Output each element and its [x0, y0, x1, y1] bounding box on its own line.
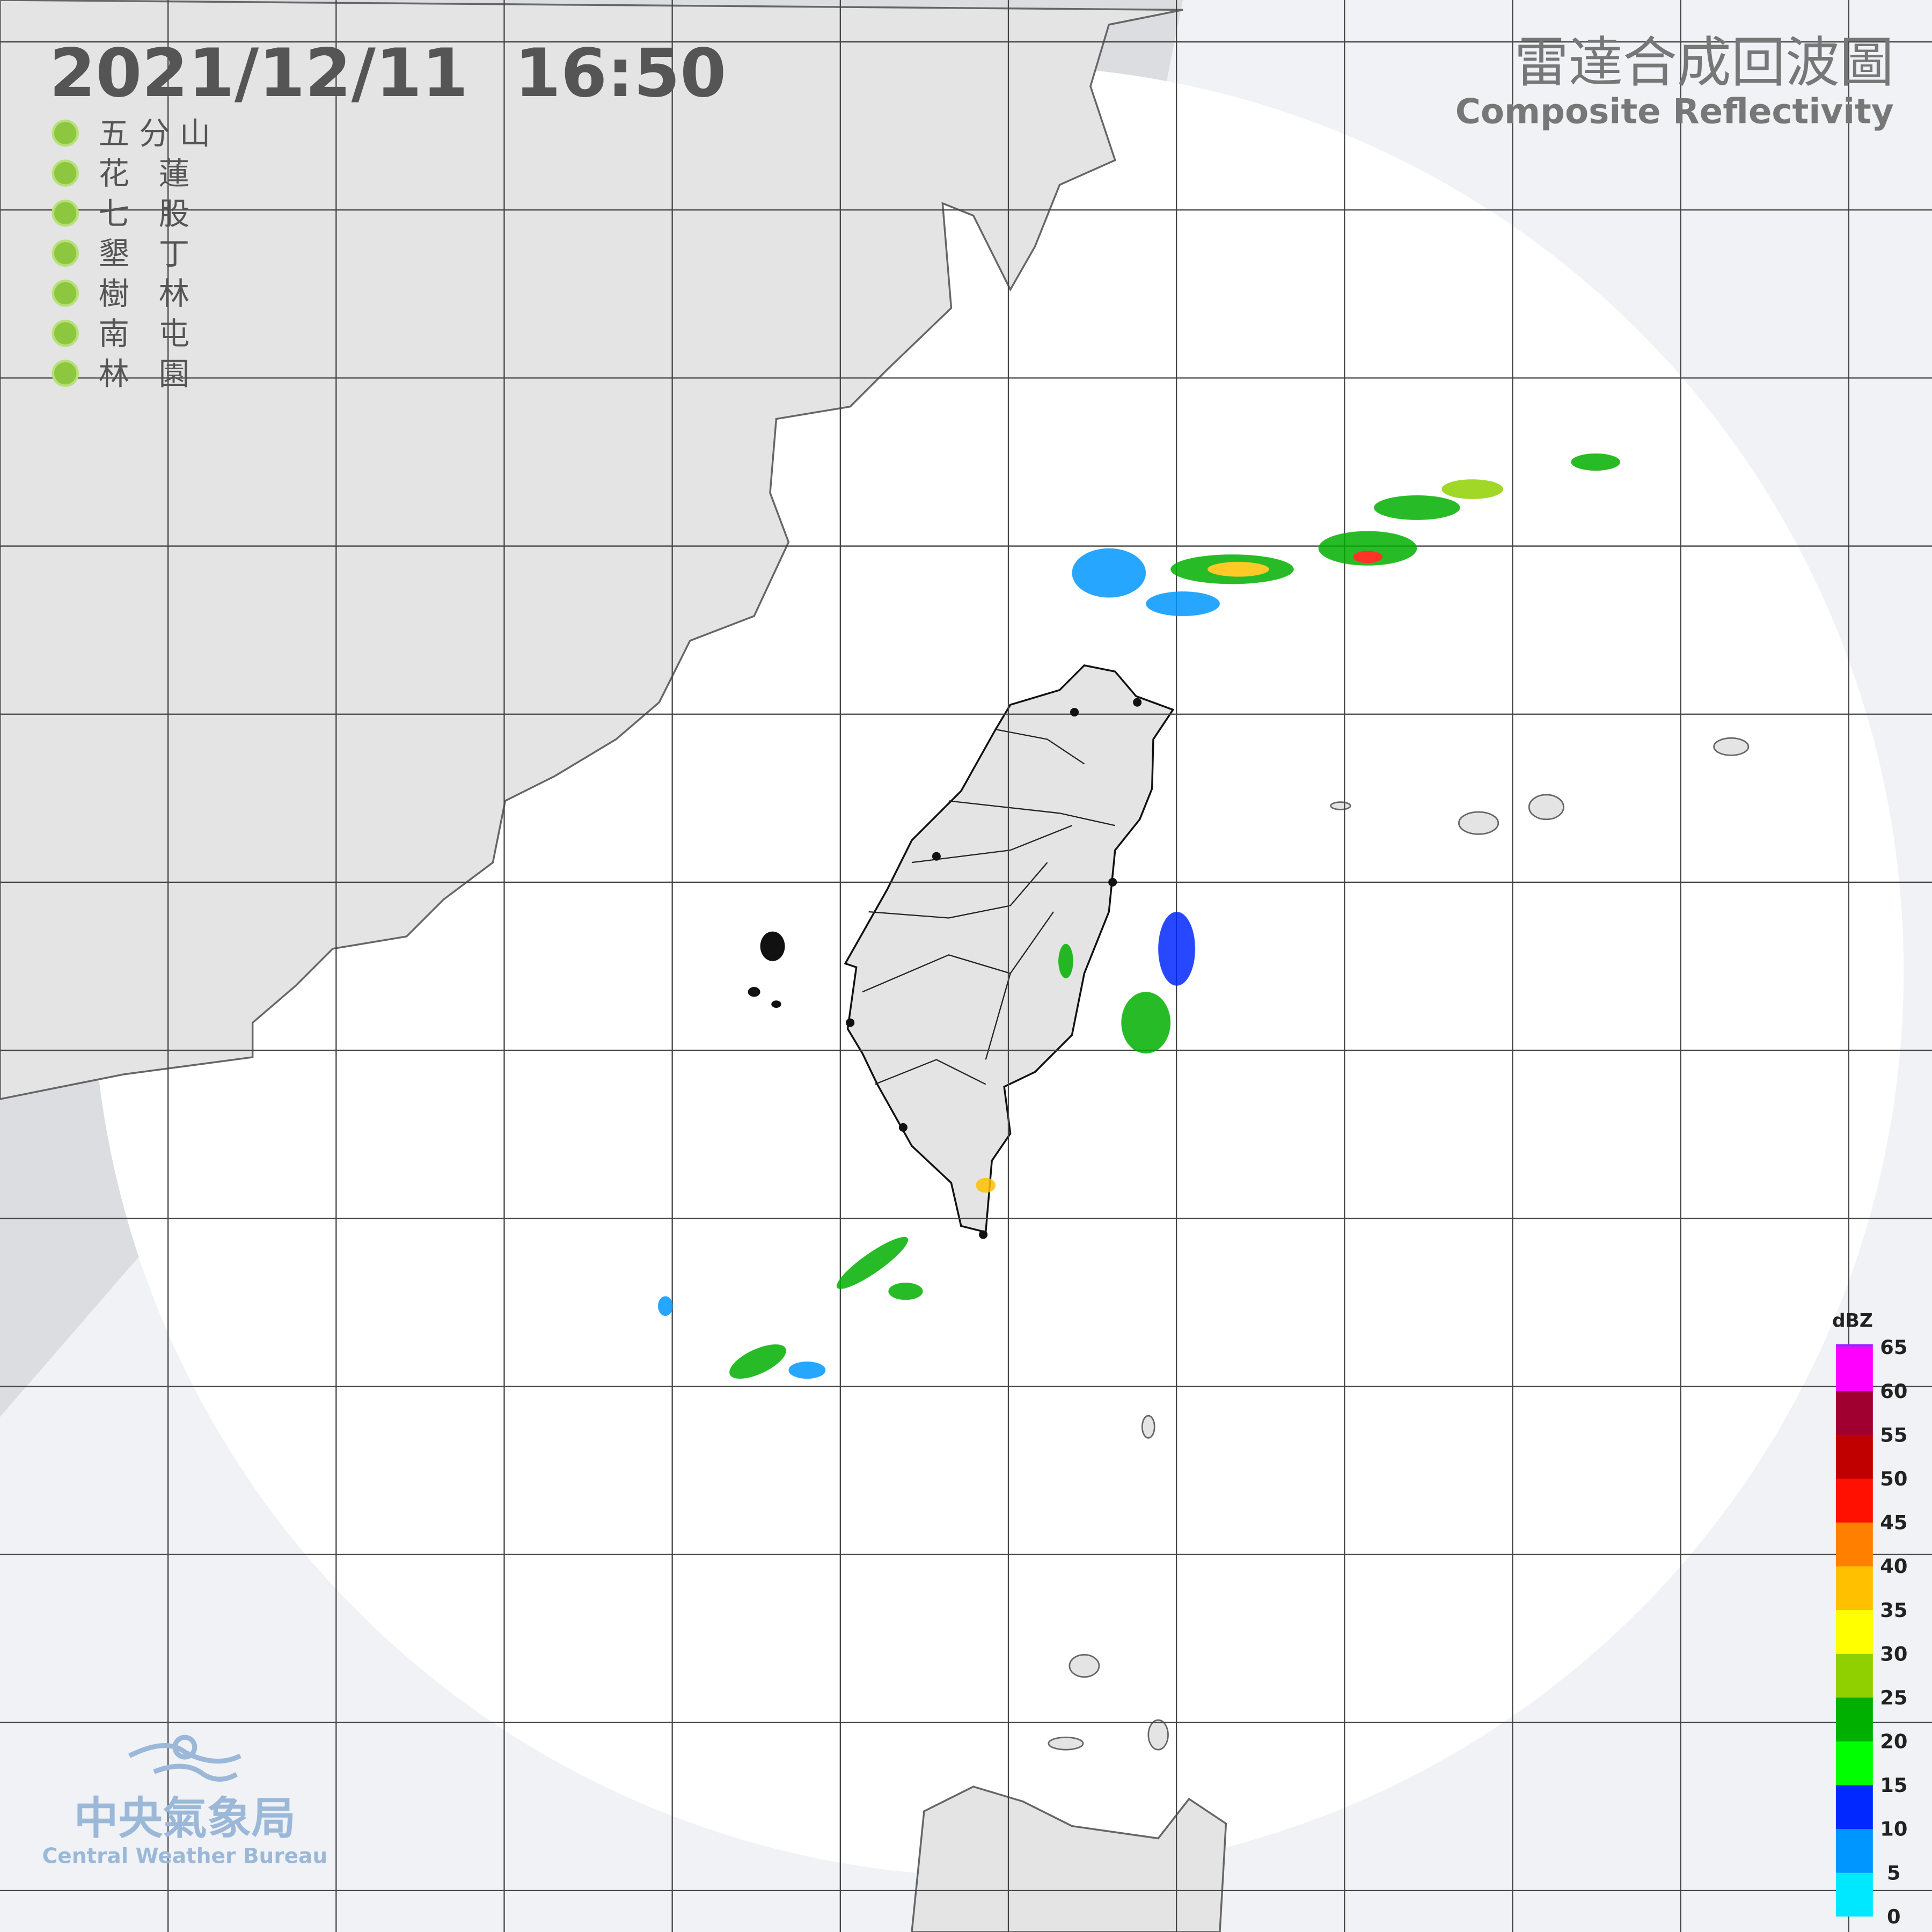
- subtitle: Composite Reflectivity: [1455, 92, 1894, 132]
- colorbar-tick-label: 15: [1880, 1774, 1907, 1797]
- colorbar-tick-label: 60: [1880, 1380, 1907, 1403]
- colorbar-segment: [1835, 1346, 1873, 1392]
- islands: [1048, 737, 1750, 1751]
- county-borders: [862, 729, 1116, 1085]
- logo-english: Central Weather Bureau: [42, 1844, 328, 1868]
- colorbar-tick-label: 30: [1880, 1642, 1907, 1665]
- colorbar-segment: [1835, 1828, 1873, 1873]
- station-name: 墾 丁: [99, 236, 189, 272]
- colorbar-tick-label: 35: [1880, 1599, 1907, 1622]
- colorbar-segment: [1835, 1653, 1873, 1698]
- colorbar-tick-label: 10: [1880, 1818, 1907, 1841]
- colorbar-segment: [1835, 1434, 1873, 1479]
- station-name: 花 蓮: [99, 156, 189, 192]
- station-name: 七 股: [99, 196, 189, 232]
- station-name: 林 園: [99, 356, 189, 392]
- station-list: 五 分 山花 蓮七 股墾 丁樹 林南 屯林 園: [52, 116, 211, 392]
- colorbar-tick-label: 20: [1880, 1730, 1907, 1753]
- station-name: 樹 林: [99, 276, 189, 312]
- china-coast: [0, 0, 1183, 1100]
- station-name: 五 分 山: [99, 116, 211, 152]
- colorbar-tick-label: 5: [1887, 1861, 1901, 1884]
- station-dot: [52, 159, 79, 187]
- colorbar-segment: [1835, 1740, 1873, 1785]
- colorbar-segment: [1835, 1609, 1873, 1654]
- station-dot: [52, 239, 79, 267]
- colorbar-tick-label: 40: [1880, 1555, 1907, 1578]
- colorbar-tick-label: 25: [1880, 1686, 1907, 1709]
- radar-sites: [846, 698, 1142, 1239]
- station-dot: [52, 280, 79, 307]
- colorbar-tick-label: 45: [1880, 1511, 1907, 1534]
- station-dot: [52, 119, 79, 147]
- colorbar-segment: [1835, 1391, 1873, 1435]
- colorbar-segment: [1835, 1697, 1873, 1741]
- penghu: [748, 931, 785, 1008]
- radar-echoes: [658, 453, 1621, 1379]
- colorbar-tick-label: 55: [1880, 1423, 1907, 1446]
- colorbar-tick-label: 50: [1880, 1467, 1907, 1490]
- colorbar-top: [1835, 1344, 1873, 1347]
- colorbar-segment: [1835, 1565, 1873, 1611]
- datetime: 2021/12/11 16:50: [49, 35, 727, 112]
- title: 雷達合成回波圖: [1514, 31, 1894, 94]
- colorbar-tick-label: 65: [1880, 1336, 1907, 1359]
- colorbar-tick-label: 0: [1887, 1905, 1901, 1928]
- colorbar-segment: [1835, 1521, 1873, 1567]
- station-dot: [52, 199, 79, 227]
- station-dot: [52, 360, 79, 387]
- station-name: 南 屯: [99, 316, 189, 352]
- luzon: [911, 1785, 1227, 1932]
- station-dot: [52, 319, 79, 347]
- colorbar-segment: [1835, 1478, 1873, 1523]
- colorbar-segment: [1835, 1784, 1873, 1829]
- colorbar: 0 5 10 15 20 25 30 35 40 45 50 55 60 65: [1835, 1336, 1907, 1928]
- logo-mark: [128, 1735, 241, 1782]
- legend-unit: dBZ: [1832, 1311, 1873, 1332]
- logo-name: 中央氣象局: [74, 1792, 296, 1844]
- colorbar-segment: [1835, 1872, 1873, 1917]
